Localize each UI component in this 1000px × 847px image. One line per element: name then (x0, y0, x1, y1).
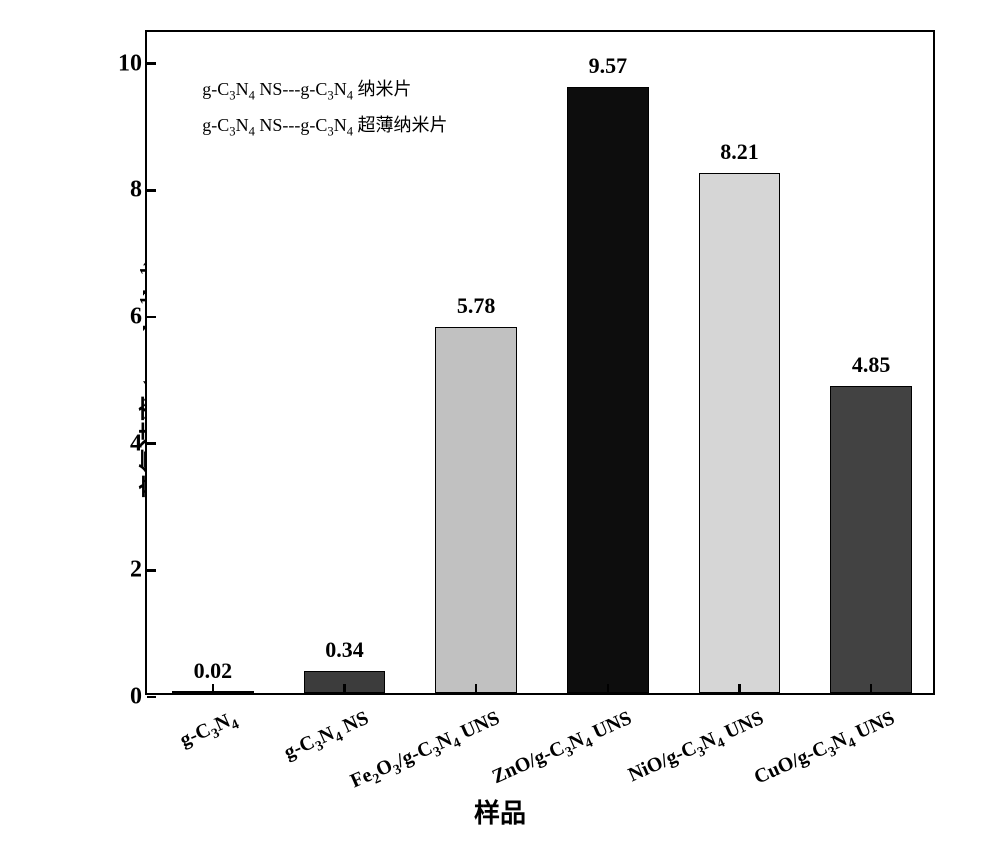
y-tick-mark (147, 569, 156, 572)
legend-box: g-C3N4 NS---g-C3N4 纳米片g-C3N4 NS---g-C3N4… (202, 72, 447, 145)
y-tick-label: 6 (102, 304, 142, 331)
chart-container: 产氢速率 (umolg-1h-1) g-C3N4 NS---g-C3N4 纳米片… (40, 10, 960, 830)
bar-value-label: 8.21 (720, 139, 759, 165)
legend-line: g-C3N4 NS---g-C3N4 纳米片 (202, 72, 447, 109)
y-tick-label: 8 (102, 177, 142, 204)
x-tick-mark (343, 684, 346, 693)
bar (699, 173, 781, 693)
x-tick-mark (475, 684, 478, 693)
x-axis-label: 样品 (40, 793, 960, 830)
bar-value-label: 4.85 (852, 352, 891, 378)
bar (435, 327, 517, 693)
plot-area: g-C3N4 NS---g-C3N4 纳米片g-C3N4 NS---g-C3N4… (145, 30, 935, 695)
y-tick-label: 0 (102, 684, 142, 711)
y-tick-mark (147, 189, 156, 192)
x-tick-mark (870, 684, 873, 693)
bar-value-label: 5.78 (457, 293, 496, 319)
bar (830, 386, 912, 693)
y-tick-mark (147, 442, 156, 445)
y-tick-label: 2 (102, 557, 142, 584)
y-tick-label: 10 (102, 50, 142, 77)
bar (567, 87, 649, 693)
x-tick-mark (212, 684, 215, 693)
legend-line: g-C3N4 NS---g-C3N4 超薄纳米片 (202, 108, 447, 145)
x-tick-mark (738, 684, 741, 693)
y-tick-mark (147, 316, 156, 319)
y-tick-mark (147, 696, 156, 699)
y-tick-mark (147, 62, 156, 65)
bar-value-label: 9.57 (589, 53, 628, 79)
bar-value-label: 0.02 (194, 658, 233, 684)
x-tick-mark (607, 684, 610, 693)
bar-value-label: 0.34 (325, 637, 364, 663)
y-tick-label: 4 (102, 430, 142, 457)
